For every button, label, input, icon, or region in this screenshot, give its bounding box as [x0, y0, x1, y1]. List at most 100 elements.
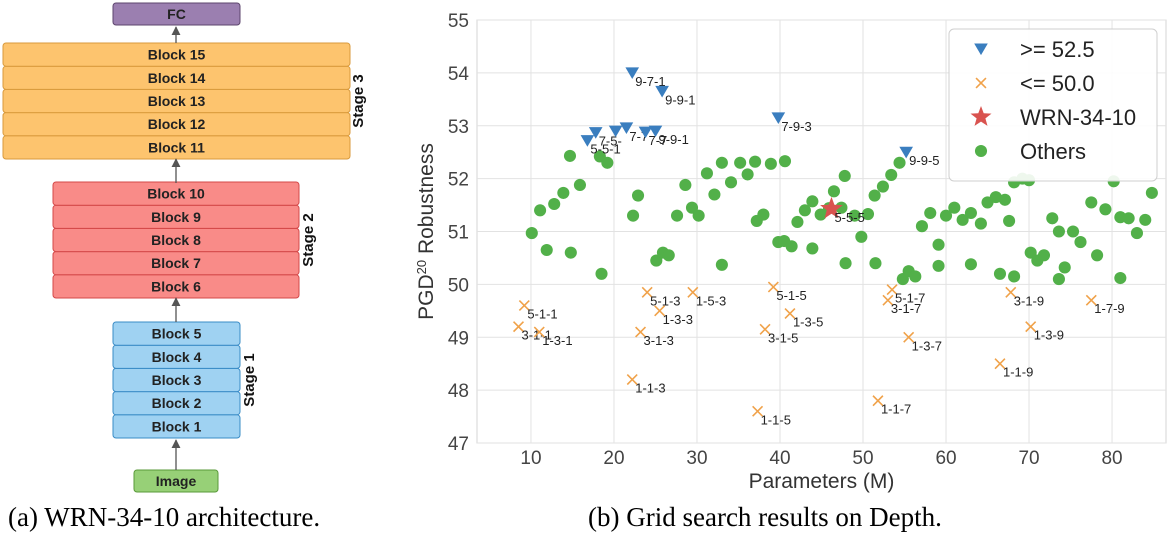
data-point [767, 281, 779, 293]
point-label: 1-3-5 [793, 314, 823, 329]
block-15-label: Block 15 [148, 47, 206, 63]
data-point [1066, 225, 1080, 238]
data-point [798, 204, 811, 217]
block-3: Block 3 [112, 367, 241, 393]
data-point [885, 168, 898, 181]
data-point [932, 259, 945, 272]
data-point [806, 242, 819, 255]
data-point [608, 125, 623, 138]
grid [477, 19, 1166, 444]
block-6: Block 6 [52, 274, 300, 299]
data-point [724, 176, 738, 189]
data-point [771, 112, 786, 124]
data-point [648, 125, 663, 138]
data-point [631, 189, 645, 202]
data-point [752, 405, 764, 417]
data-point [876, 180, 889, 193]
data-point [1052, 273, 1065, 286]
data-point [806, 195, 819, 208]
x-tick-label: 40 [769, 448, 790, 469]
y-tick-label: 47 [448, 434, 469, 455]
data-point [1145, 186, 1158, 199]
point-label: 9-9-1 [665, 92, 695, 107]
x-tick-label: 80 [1101, 448, 1122, 469]
architecture-diagram: Image Block 1 Block 2 Block 3 Block 4 Block 5… [2, 2, 367, 493]
block-7-label: Block 7 [151, 255, 201, 271]
data-point [641, 286, 653, 298]
data-point [974, 217, 987, 230]
point-label: 7-9-3 [781, 119, 811, 134]
data-point [964, 206, 977, 220]
legend-marker-1 [974, 43, 988, 56]
point-label: 1-3-7 [912, 338, 942, 353]
data-point [512, 321, 525, 333]
block-10: Block 10 [52, 181, 300, 206]
y-tick-label: 50 [448, 275, 469, 296]
point-label: 1-1-9 [1003, 365, 1033, 380]
data-point [820, 196, 843, 219]
point-label: 7-5- [599, 134, 622, 149]
block-7: Block 7 [52, 251, 300, 276]
data-point [534, 204, 547, 217]
data-point [687, 286, 699, 298]
data-point [627, 209, 640, 222]
data-point [715, 258, 728, 271]
y-axis-label: PGD20 Robustness [414, 143, 439, 320]
y-tick-label: 51 [448, 223, 469, 244]
data-point [855, 230, 868, 243]
y-tick-label: 49 [448, 328, 469, 349]
point-label: 1-7-9 [1094, 301, 1124, 316]
data-point [886, 284, 898, 296]
data-point [625, 67, 640, 80]
image-node-label: Image [156, 473, 197, 489]
point-label: 1-1-3 [635, 381, 665, 396]
point-label: 5-5-5 [834, 210, 864, 225]
data-point [1005, 286, 1017, 298]
series-wrn-34-10: 5-5-5 [820, 196, 865, 225]
data-point [573, 178, 586, 192]
point-label: 1-3-1 [542, 333, 572, 348]
stage-label-1: Stage 1 [241, 353, 258, 406]
data-point [964, 258, 977, 271]
data-point [1025, 321, 1037, 333]
data-point [601, 156, 614, 169]
data-point [679, 178, 692, 192]
point-label: 7-7 [649, 133, 668, 148]
point-label: 1-1-5 [761, 412, 791, 427]
x-tick-label: 60 [935, 448, 956, 469]
data-point [654, 305, 666, 317]
data-point [1037, 249, 1051, 262]
block-14: Block 14 [2, 65, 351, 90]
fc-node-box [112, 2, 241, 26]
data-point [903, 331, 915, 343]
data-point [1091, 249, 1104, 262]
block-14-label: Block 14 [148, 70, 206, 86]
legend-label-1: >= 52.5 [1020, 37, 1095, 62]
data-point [563, 149, 577, 162]
legend: >= 52.5 <= 50.0 WRN-34-10 Others [948, 28, 1158, 182]
point-label: 5-5-1 [590, 142, 620, 157]
x-tick-label: 50 [852, 448, 873, 469]
data-point [1130, 227, 1143, 240]
x-tick-label: 70 [1018, 448, 1039, 469]
y-tick-label: 48 [448, 381, 469, 402]
block-3-label: Block 3 [152, 372, 202, 388]
data-point [827, 185, 841, 198]
data-point [835, 201, 848, 214]
fc-node: FC [112, 2, 241, 26]
data-point [784, 307, 796, 319]
data-point [1085, 196, 1098, 209]
data-point [1139, 213, 1152, 226]
block-6-label: Block 6 [151, 278, 201, 294]
data-point [734, 156, 747, 169]
stage-label-2: Stage 2 [300, 213, 317, 266]
data-point [759, 323, 771, 335]
data-point [518, 300, 530, 312]
data-point [619, 122, 634, 135]
data-point [989, 191, 1002, 204]
block-12: Block 12 [2, 112, 351, 137]
legend-marker-4 [974, 144, 988, 158]
block-11-label: Block 11 [148, 139, 205, 155]
y-tick-label: 55 [448, 11, 469, 32]
point-label: 3-1-9 [1014, 293, 1044, 308]
